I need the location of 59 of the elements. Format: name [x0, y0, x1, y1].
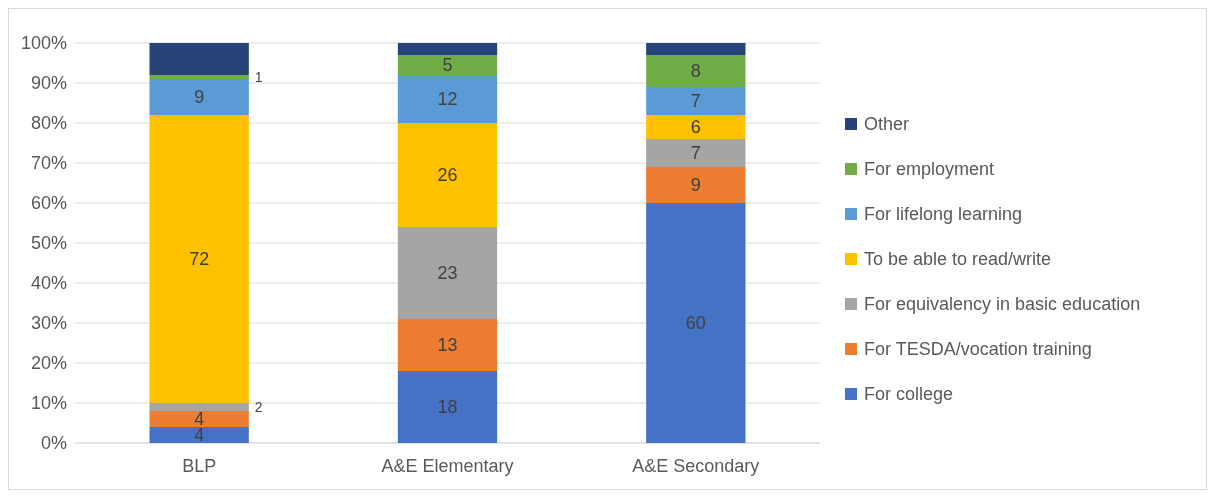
- data-label: 72: [189, 249, 210, 270]
- bar: [149, 115, 249, 403]
- x-tick-label: A&E Secondary: [632, 456, 760, 476]
- bar: [149, 79, 249, 115]
- bar: [397, 75, 498, 123]
- data-label: 9: [194, 87, 205, 108]
- legend-label: For TESDA/vocation training: [864, 339, 1092, 360]
- y-tick-label: 10%: [30, 393, 67, 414]
- y-tick-label: 0%: [40, 433, 67, 454]
- bar: [646, 167, 746, 203]
- bar: [149, 411, 249, 427]
- legend-label: For college: [864, 384, 954, 405]
- y-tick-label: 80%: [30, 113, 67, 134]
- y-tick-label: 40%: [30, 273, 67, 294]
- y-tick-label: 60%: [30, 193, 67, 214]
- x-tick-label: BLP: [182, 456, 217, 476]
- legend-label: For equivalency in basic education: [864, 294, 1141, 315]
- y-tick-label: 50%: [30, 233, 67, 254]
- y-tick-label: 30%: [30, 313, 67, 334]
- legend-label: For lifelong learning: [864, 204, 1023, 225]
- data-label: 1: [254, 68, 263, 85]
- data-label: 8: [690, 61, 701, 82]
- data-label: 13: [437, 335, 458, 356]
- data-label: 7: [690, 143, 701, 164]
- bar: [149, 43, 249, 75]
- bar: [149, 427, 249, 443]
- x-tick-label: A&E Elementary: [381, 456, 514, 476]
- bar: [646, 43, 746, 55]
- data-label: 6: [690, 117, 701, 138]
- legend-label: To be able to read/write: [864, 249, 1052, 270]
- legend-label: Other: [864, 114, 910, 135]
- data-label: 9: [690, 175, 701, 196]
- bar: [397, 43, 498, 55]
- bar: [646, 87, 746, 115]
- bar: [646, 203, 746, 443]
- bar: [149, 75, 249, 79]
- y-tick-label: 90%: [30, 73, 67, 94]
- data-label: 4: [194, 425, 205, 446]
- data-label: 18: [437, 397, 458, 418]
- data-label: 2: [254, 398, 263, 415]
- bar: [397, 371, 498, 443]
- data-label: 60: [685, 313, 706, 334]
- bar: [397, 227, 498, 319]
- bar: [149, 403, 249, 411]
- legend-label: For employment: [864, 159, 995, 180]
- bar: [646, 139, 746, 167]
- data-label: 7: [690, 91, 701, 112]
- bar: [646, 115, 746, 139]
- bar: [397, 55, 498, 75]
- bar: [397, 319, 498, 371]
- y-tick-label: 20%: [30, 353, 67, 374]
- data-label: 23: [437, 263, 458, 284]
- y-tick-label: 70%: [30, 153, 67, 174]
- data-label: 12: [437, 89, 458, 110]
- bar: [646, 55, 746, 87]
- y-tick-label: 100%: [20, 33, 67, 54]
- data-label: 5: [442, 55, 453, 76]
- bar: [397, 123, 498, 227]
- data-label: 26: [437, 165, 458, 186]
